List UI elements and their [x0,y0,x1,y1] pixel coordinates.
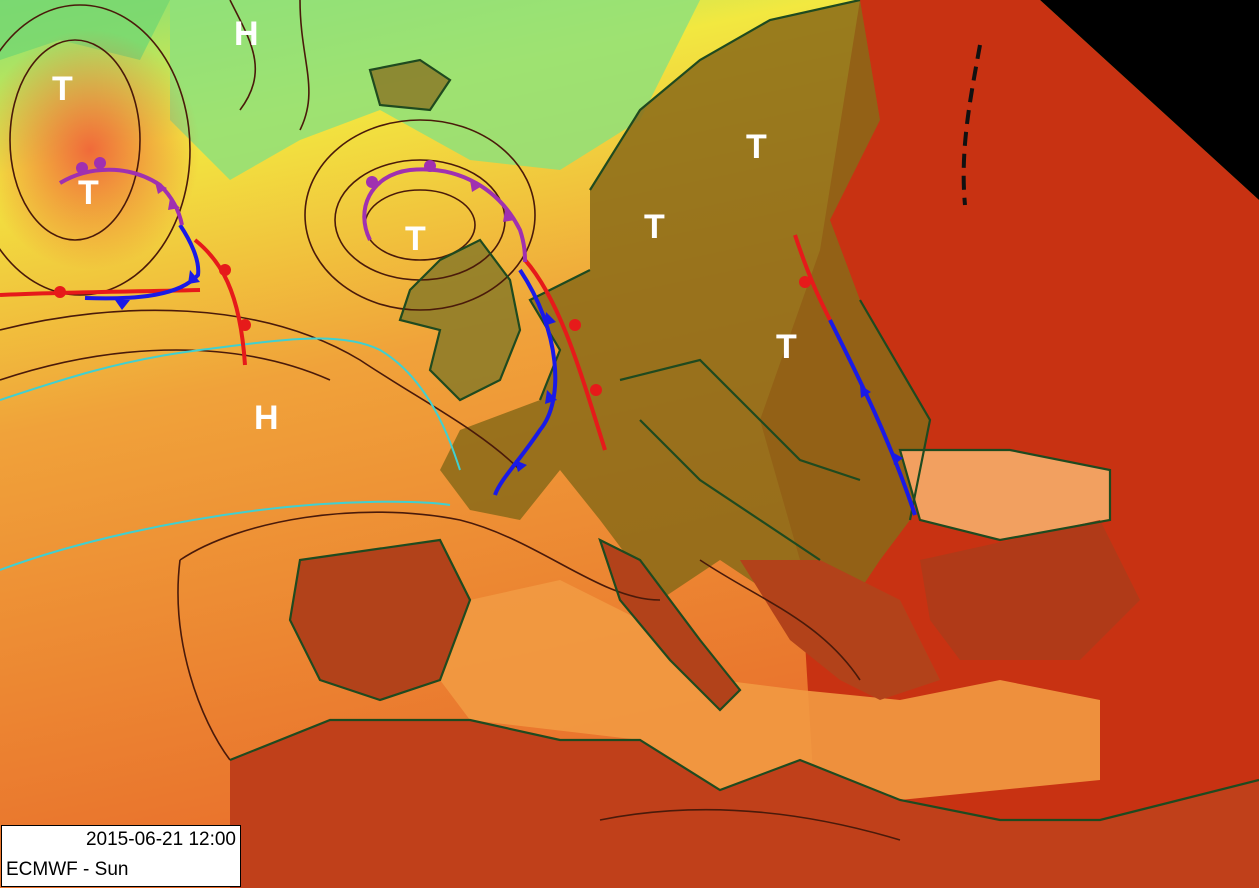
pressure-labels: T T H T H T T T [52,15,797,437]
model-source: ECMWF - Sun [6,859,129,880]
land-iberia [290,540,470,700]
forecast-datetime: 2015-06-21 12:00 [85,829,236,850]
info-box: 2015-06-21 12:00 ECMWF - Sun [1,825,241,887]
pressure-label-low: T [746,128,767,166]
land-balkans [740,560,940,700]
land-italy [600,540,740,710]
sea-mediterranean [440,580,1100,800]
pressure-label-high: H [254,399,279,437]
land-turkey [920,520,1140,660]
land-iceland [370,60,450,110]
occluded-front-symbols [76,157,515,222]
coastlines [229,0,1259,822]
pressure-label-low: T [52,70,73,108]
isobars [0,0,901,841]
pressure-label-low: T [776,328,797,366]
pressure-label-high: H [234,15,259,53]
trough-line [961,44,982,206]
sea-black [900,450,1110,540]
isotherm [0,337,461,571]
pressure-label-low: T [78,174,99,212]
pressure-label-low: T [405,220,426,258]
low-west-warm-core [0,30,200,270]
land-europe [440,0,930,620]
no-data-corner [1040,0,1259,200]
land-north-africa [230,720,1259,888]
cold-front-triangles [115,270,903,472]
warm-front-bumps [54,264,811,396]
pressure-label-low: T [644,208,665,246]
